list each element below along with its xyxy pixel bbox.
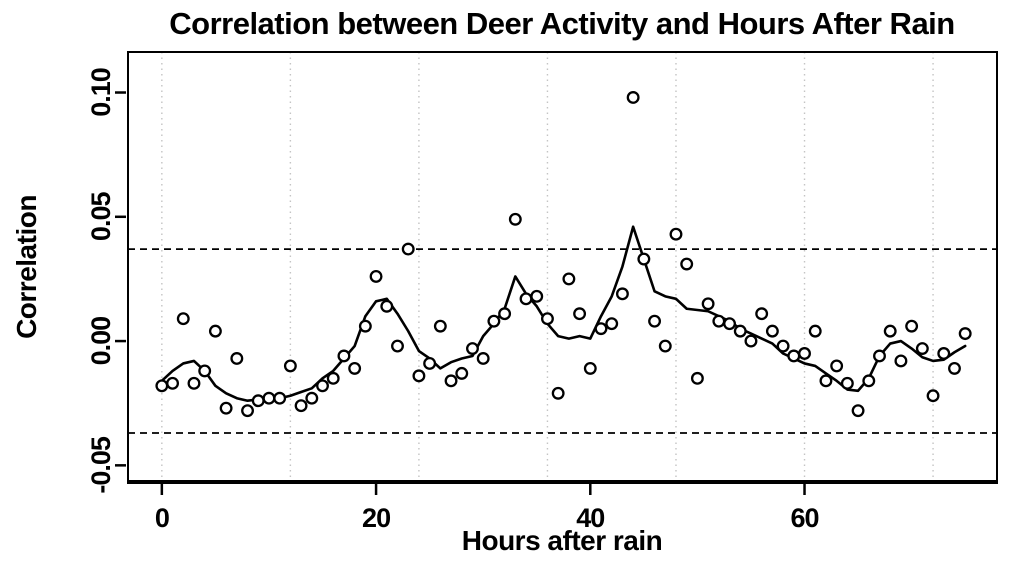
data-point xyxy=(380,299,394,313)
data-point xyxy=(658,339,672,353)
x-tick-label: 0 xyxy=(155,503,169,533)
data-point xyxy=(840,376,854,390)
data-point xyxy=(776,339,790,353)
data-point xyxy=(637,252,651,266)
data-point xyxy=(573,307,587,321)
data-point xyxy=(273,391,287,405)
tick-marks-group xyxy=(115,91,806,495)
data-point xyxy=(476,352,490,365)
y-tick-label: 0.05 xyxy=(86,192,116,242)
data-point xyxy=(615,287,629,301)
x-tick-label: 20 xyxy=(362,503,390,533)
data-point xyxy=(626,91,640,104)
data-point xyxy=(455,366,469,380)
data-point xyxy=(755,307,769,321)
y-tick-label: -0.05 xyxy=(86,436,116,494)
data-point xyxy=(176,312,190,326)
data-point xyxy=(905,319,919,333)
data-point xyxy=(894,354,908,368)
data-point xyxy=(412,369,426,383)
data-point xyxy=(926,389,940,403)
data-point xyxy=(208,324,222,338)
data-point xyxy=(744,334,758,348)
data-point xyxy=(873,349,886,363)
smoother-line xyxy=(160,225,967,403)
data-point xyxy=(787,349,801,363)
data-point xyxy=(690,371,704,385)
data-point xyxy=(958,327,972,341)
data-point xyxy=(444,374,458,388)
data-point xyxy=(712,314,726,328)
data-point xyxy=(466,342,479,355)
data-point xyxy=(733,324,747,338)
confidence-band-lines xyxy=(128,248,997,434)
data-point xyxy=(348,361,362,375)
data-point xyxy=(166,376,180,390)
data-point xyxy=(241,404,254,418)
vertical-gridlines xyxy=(161,52,934,482)
data-point xyxy=(562,272,576,286)
data-point xyxy=(487,314,501,328)
data-point xyxy=(701,297,715,311)
data-point xyxy=(648,314,662,328)
data-point xyxy=(862,374,876,388)
data-point xyxy=(358,319,372,333)
data-point xyxy=(937,347,951,360)
data-point xyxy=(583,361,597,375)
data-point xyxy=(680,257,694,271)
data-point xyxy=(605,317,619,331)
data-point xyxy=(723,317,736,331)
axes-group xyxy=(127,51,998,484)
x-tick-label: 60 xyxy=(790,503,818,533)
data-point xyxy=(337,349,351,363)
data-point xyxy=(594,322,608,336)
data-point xyxy=(498,307,512,321)
data-point xyxy=(765,324,779,338)
data-point xyxy=(230,352,244,365)
y-tick-label: 0.10 xyxy=(86,68,116,117)
data-point xyxy=(551,386,565,400)
data-point xyxy=(798,347,811,360)
x-axis-title: Hours after rain xyxy=(462,525,663,556)
data-point xyxy=(155,379,169,393)
tick-labels-group: 0 20 40 60 -0.05 0.00 0.05 0.10 xyxy=(86,68,820,533)
data-point xyxy=(187,376,201,390)
data-point xyxy=(391,339,404,353)
data-point xyxy=(433,319,447,333)
plot-box xyxy=(127,51,998,483)
data-point xyxy=(316,379,329,393)
data-point xyxy=(819,374,833,388)
data-point xyxy=(519,292,533,306)
data-point xyxy=(508,212,522,226)
x-tick-label: 40 xyxy=(576,503,604,533)
data-point xyxy=(198,364,212,378)
data-point xyxy=(326,371,340,385)
data-point xyxy=(915,342,929,355)
data-point xyxy=(262,391,276,405)
data-point xyxy=(883,324,897,338)
data-point xyxy=(219,401,233,415)
data-point xyxy=(830,359,844,373)
data-point xyxy=(541,312,554,326)
data-point xyxy=(851,404,865,418)
data-points-group xyxy=(155,91,972,418)
data-point xyxy=(369,269,383,283)
y-tick-label: 0.00 xyxy=(86,317,116,366)
data-point xyxy=(808,324,822,338)
data-point xyxy=(423,356,437,370)
data-point xyxy=(251,394,265,408)
chart-title: Correlation between Deer Activity and Ho… xyxy=(169,6,954,41)
data-point xyxy=(530,289,544,303)
data-point xyxy=(294,399,308,413)
data-point xyxy=(305,391,319,405)
data-point xyxy=(948,361,961,375)
data-point xyxy=(669,227,683,241)
data-point xyxy=(283,359,297,373)
y-axis-title: Correlation xyxy=(11,195,42,339)
smoother-line-group xyxy=(160,225,967,403)
data-point xyxy=(401,242,415,256)
